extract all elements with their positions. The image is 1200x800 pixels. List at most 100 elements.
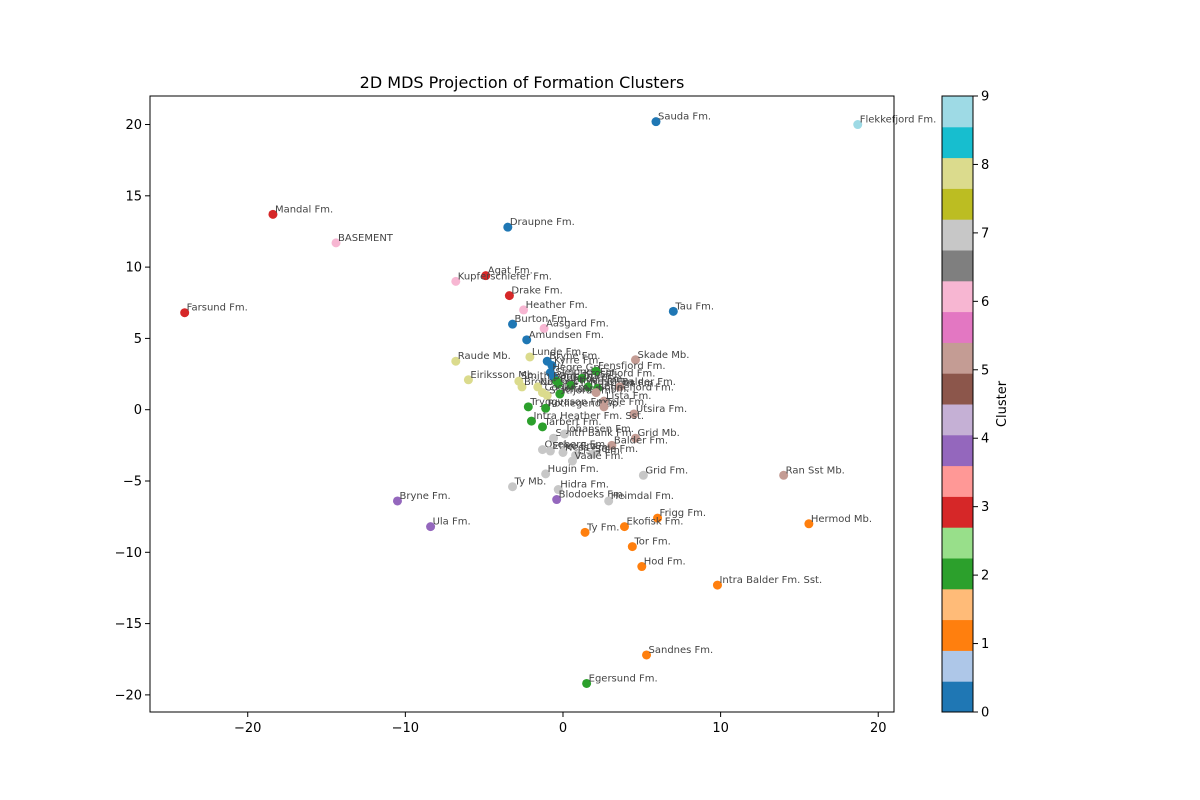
point-label: Ness Fm. — [565, 442, 611, 453]
scatter-point — [517, 382, 527, 392]
point-label: Kupferschiefer Fm. — [458, 271, 552, 282]
y-tick-label: 10 — [125, 261, 142, 276]
y-tick-label: 0 — [134, 403, 142, 418]
point-label: Blodoeks Fm. — [559, 490, 626, 501]
point-label: Hugin Fm. — [548, 464, 599, 475]
colorbar-segment — [942, 681, 973, 713]
colorbar-tick-label: 6 — [981, 295, 989, 310]
colorbar-segment — [942, 219, 973, 251]
colorbar-segment — [942, 373, 973, 405]
colorbar-segment — [942, 404, 973, 436]
point-label: Oseberg Fm. — [544, 440, 608, 451]
scatter-point — [577, 373, 587, 383]
point-label: Rotliegend Gp. — [548, 398, 622, 409]
chart-title: 2D MDS Projection of Formation Clusters — [360, 73, 685, 92]
scatter-point — [582, 678, 592, 688]
scatter-point — [615, 382, 625, 392]
point-label: Sauda Fm. — [658, 112, 711, 123]
colorbar-tick-label: 2 — [981, 569, 989, 584]
colorbar-tick-label: 9 — [981, 90, 989, 105]
colorbar-segment — [942, 311, 973, 343]
scatter-point — [553, 485, 563, 495]
colorbar-tick-label: 1 — [981, 637, 989, 652]
colorbar-tick-label: 7 — [981, 226, 989, 241]
scatter-point — [591, 388, 601, 398]
scatter-point — [481, 271, 491, 281]
scatter-point — [712, 580, 722, 590]
point-label: Johansen Fm. — [566, 424, 634, 435]
colorbar: 0 1 2 3 4 5 6 7 8 9 — [941, 90, 989, 721]
point-label: Vaale Fm. — [574, 451, 623, 462]
scatter-point — [607, 440, 617, 450]
y-axis: −20 −15 −10 −5 0 5 10 15 20 — [115, 118, 150, 703]
point-label: Ran Sst Mb. — [786, 465, 845, 476]
y-tick-label: −20 — [115, 688, 142, 703]
point-label: Farsund Fm. — [187, 303, 248, 314]
scatter-point — [804, 519, 814, 529]
point-label: Kyrre Fm. — [554, 356, 602, 367]
point-label: Utsira Fm. — [636, 404, 687, 415]
point-label: Skade Mb. — [637, 350, 689, 361]
point-label: Heimdal Fm. — [611, 491, 674, 502]
point-label: Hermod Mb. — [811, 514, 872, 525]
point-label: Tarbert Fm. — [543, 417, 601, 428]
scatter-point — [588, 449, 598, 459]
point-label: Sandnes Fm. — [649, 645, 714, 656]
point-label: Egersund Fm. — [589, 673, 658, 684]
scatter-point — [642, 650, 652, 660]
point-label: Frigg Fm. — [660, 508, 706, 519]
colorbar-tick-label: 5 — [981, 363, 989, 378]
scatter-point — [630, 355, 640, 365]
point-label: Grid Fm. — [645, 465, 688, 476]
point-label: Krossfjord Fm. — [584, 368, 656, 379]
scatter-point — [580, 527, 590, 537]
x-tick-label: 10 — [712, 721, 729, 736]
scatter-point — [463, 375, 473, 385]
colorbar-tick-label: 0 — [981, 706, 989, 721]
point-label: Bryne Fm. — [399, 491, 450, 502]
x-axis: −20 −10 0 10 20 — [234, 712, 887, 736]
colorbar-segment — [942, 96, 973, 128]
scatter-point — [552, 495, 562, 505]
colorbar-segment — [942, 250, 973, 282]
scatter-point — [541, 403, 551, 413]
point-label: Bryne Fm. — [549, 351, 600, 362]
scatter-point — [629, 409, 639, 419]
scatter-point — [599, 402, 609, 412]
point-label: Mandal Fm. — [275, 204, 333, 215]
point-label: Rannoch Fm. — [560, 374, 625, 385]
colorbar-segment — [942, 650, 973, 682]
scatter-point — [627, 542, 637, 552]
scatter-point — [539, 323, 549, 333]
scatter-point — [526, 416, 536, 426]
y-tick-label: −5 — [123, 475, 142, 490]
point-label: Sele Fm. — [595, 444, 638, 455]
point-label: Tau Fm. — [674, 301, 714, 312]
colorbar-segment — [942, 619, 973, 651]
y-tick-label: 20 — [125, 118, 142, 133]
point-label: Tryggvason Fm. — [529, 397, 609, 408]
scatter-point — [545, 446, 555, 456]
point-label: Ty Mb. — [514, 477, 547, 488]
scatter-point — [779, 470, 789, 480]
scatter-point — [566, 380, 576, 390]
scatter-point — [268, 209, 278, 219]
scatter-point — [508, 482, 518, 492]
scatter-point — [503, 222, 513, 232]
point-label: Ness Fm. — [590, 377, 636, 388]
point-label: Flekkefjord Fm. — [860, 115, 937, 126]
point-label: Cook Fm. — [544, 383, 591, 394]
scatter-point — [630, 433, 640, 443]
x-tick-label: 0 — [559, 721, 567, 736]
y-tick-label: 5 — [134, 332, 142, 347]
scatter-point — [537, 445, 547, 455]
point-label: Intra Balder Fm. Sst. — [719, 575, 822, 586]
point-label: Tele Fm. — [605, 397, 647, 408]
scatter-point — [451, 356, 461, 366]
scatter-point — [537, 422, 547, 432]
point-label: Hidra Fm. — [560, 480, 609, 491]
point-label: Grid Mb. — [637, 428, 679, 439]
scatter-point — [451, 276, 461, 286]
colorbar-frame — [941, 95, 974, 713]
point-label: Statfjord Fm. — [549, 385, 614, 396]
